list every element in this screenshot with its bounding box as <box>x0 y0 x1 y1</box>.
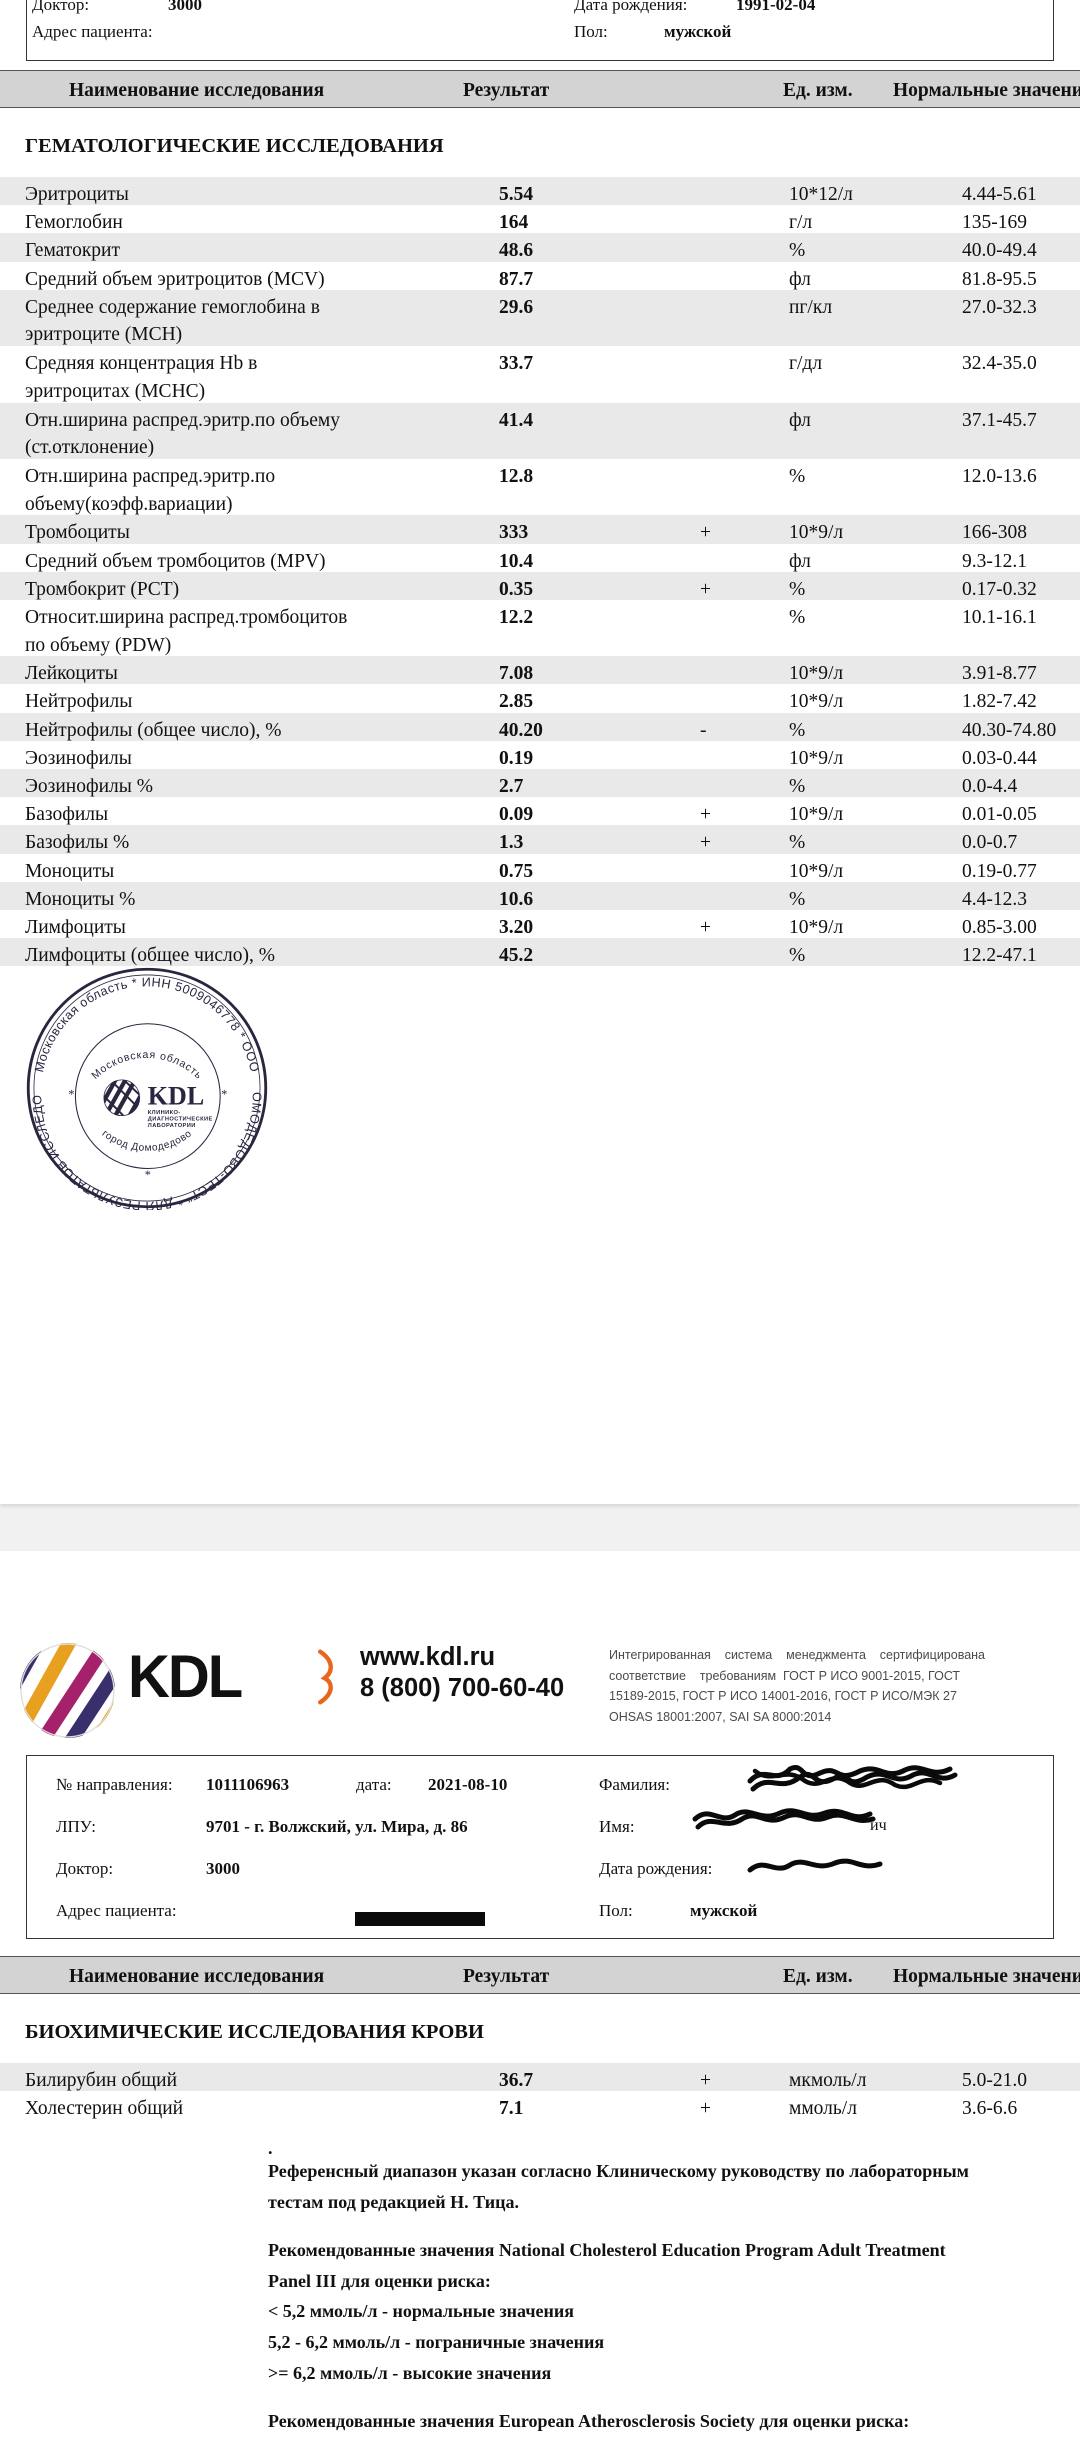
svg-text:Московская область: Московская область <box>89 1049 204 1082</box>
svg-text:KDL: KDL <box>148 1082 204 1111</box>
svg-text:ЛАБОРАТОРИИ: ЛАБОРАТОРИИ <box>148 1123 196 1129</box>
svg-text:*: * <box>221 1088 227 1102</box>
svg-text:КЛИНИКО-: КЛИНИКО- <box>148 1110 181 1116</box>
svg-text:ДИАГНОСТИЧЕСКИЕ: ДИАГНОСТИЧЕСКИЕ <box>148 1117 213 1123</box>
svg-text:*: * <box>68 1088 74 1102</box>
svg-text:*: * <box>145 1168 151 1182</box>
svg-text:город Домодедово: город Домодедово <box>100 1129 195 1155</box>
